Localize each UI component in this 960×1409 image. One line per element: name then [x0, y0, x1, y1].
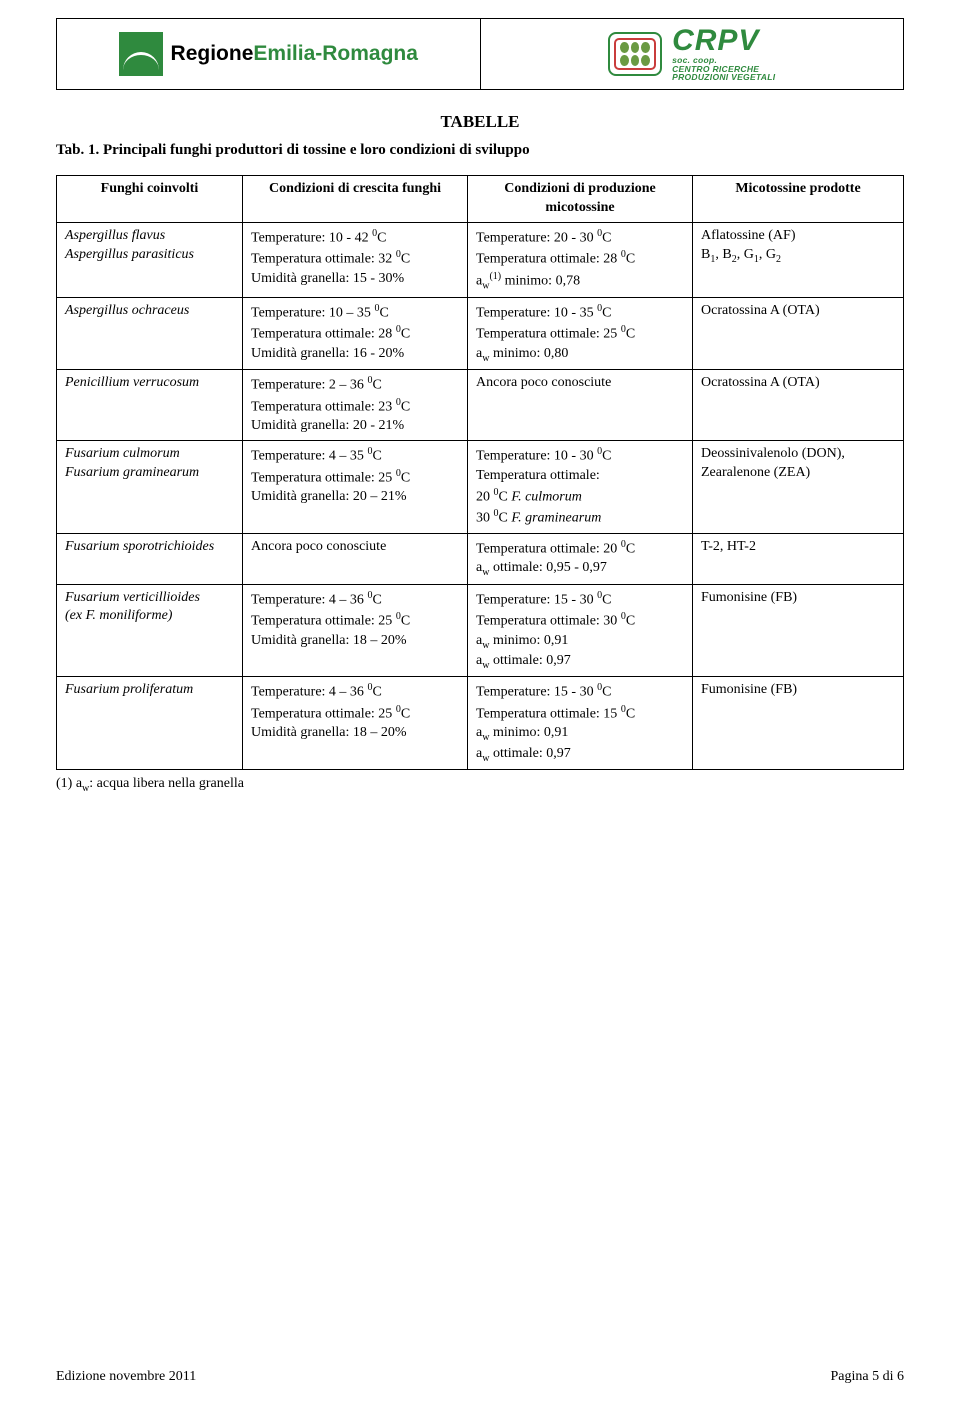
cell-species: Aspergillus ochraceus: [57, 297, 243, 369]
rer-square-icon: [119, 32, 163, 76]
cell-production-conditions: Temperature: 20 - 30 0CTemperatura ottim…: [468, 222, 693, 297]
col-header-species: Funghi coinvolti: [57, 176, 243, 223]
logo-crpv: CRPV soc. coop. CENTRO RICERCHE PRODUZIO…: [481, 19, 904, 89]
table-row: Aspergillus flavusAspergillus parasiticu…: [57, 222, 904, 297]
cell-mycotoxins: T-2, HT-2: [693, 533, 904, 584]
cell-growth-conditions: Ancora poco conosciute: [243, 533, 468, 584]
crpv-sub3: PRODUZIONI VEGETALI: [672, 73, 775, 82]
cell-species: Aspergillus flavusAspergillus parasiticu…: [57, 222, 243, 297]
cell-production-conditions: Temperature: 10 - 35 0CTemperatura ottim…: [468, 297, 693, 369]
cell-mycotoxins: Ocratossina A (OTA): [693, 297, 904, 369]
rer-word-er: Emilia-Romagna: [253, 42, 418, 65]
cell-growth-conditions: Temperature: 4 – 35 0CTemperatura ottima…: [243, 441, 468, 534]
cell-mycotoxins: Deossinivalenolo (DON), Zearalenone (ZEA…: [693, 441, 904, 534]
crpv-logo-text: CRPV soc. coop. CENTRO RICERCHE PRODUZIO…: [672, 26, 775, 82]
cell-species: Penicillium verrucosum: [57, 370, 243, 441]
table-body: Aspergillus flavusAspergillus parasiticu…: [57, 222, 904, 769]
cell-growth-conditions: Temperature: 10 – 35 0CTemperatura ottim…: [243, 297, 468, 369]
cell-mycotoxins: Fumonisine (FB): [693, 677, 904, 770]
table-row: Penicillium verrucosumTemperature: 2 – 3…: [57, 370, 904, 441]
cell-production-conditions: Temperatura ottimale: 20 0Caw ottimale: …: [468, 533, 693, 584]
crpv-badge-icon: [608, 32, 662, 76]
cell-growth-conditions: Temperature: 4 – 36 0CTemperatura ottima…: [243, 677, 468, 770]
cell-species: Fusarium culmorumFusarium graminearum: [57, 441, 243, 534]
wave-icon: [123, 52, 159, 70]
table-row: Fusarium culmorumFusarium graminearumTem…: [57, 441, 904, 534]
page: RegioneEmilia-Romagna CRPV soc. coop. CE…: [0, 0, 960, 1409]
cell-species: Fusarium proliferatum: [57, 677, 243, 770]
footer-page-number: Pagina 5 di 6: [831, 1369, 905, 1385]
fungi-table: Funghi coinvolti Condizioni di crescita …: [56, 175, 904, 770]
crpv-fruit-icon: [620, 42, 650, 66]
crpv-logo-icon: CRPV soc. coop. CENTRO RICERCHE PRODUZIO…: [608, 26, 775, 82]
footer-edition: Edizione novembre 2011: [56, 1369, 196, 1385]
cell-species: Fusarium verticillioides(ex F. monilifor…: [57, 584, 243, 677]
table-row: Aspergillus ochraceusTemperature: 10 – 3…: [57, 297, 904, 369]
cell-production-conditions: Ancora poco conosciute: [468, 370, 693, 441]
logo-regione-emilia-romagna: RegioneEmilia-Romagna: [57, 19, 481, 89]
cell-growth-conditions: Temperature: 10 - 42 0CTemperatura ottim…: [243, 222, 468, 297]
table-footnote: (1) aw: acqua libera nella granella: [56, 776, 904, 794]
crpv-acronym: CRPV: [672, 26, 775, 56]
cell-mycotoxins: Fumonisine (FB): [693, 584, 904, 677]
cell-production-conditions: Temperature: 10 - 30 0CTemperatura ottim…: [468, 441, 693, 534]
col-header-toxins: Micotossine prodotte: [693, 176, 904, 223]
letterhead: RegioneEmilia-Romagna CRPV soc. coop. CE…: [56, 18, 904, 90]
table-row: Fusarium proliferatumTemperature: 4 – 36…: [57, 677, 904, 770]
table-row: Fusarium verticillioides(ex F. monilifor…: [57, 584, 904, 677]
table-header-row: Funghi coinvolti Condizioni di crescita …: [57, 176, 904, 223]
table-header: Funghi coinvolti Condizioni di crescita …: [57, 176, 904, 223]
rer-logo-icon: RegioneEmilia-Romagna: [119, 32, 418, 76]
col-header-growth: Condizioni di crescita funghi: [243, 176, 468, 223]
table-row: Fusarium sporotrichioidesAncora poco con…: [57, 533, 904, 584]
table-caption: Tab. 1. Principali funghi produttori di …: [56, 142, 904, 159]
cell-growth-conditions: Temperature: 4 – 36 0CTemperatura ottima…: [243, 584, 468, 677]
rer-logo-text: RegioneEmilia-Romagna: [171, 42, 418, 66]
document-title: TABELLE: [56, 112, 904, 132]
cell-growth-conditions: Temperature: 2 – 36 0CTemperatura ottima…: [243, 370, 468, 441]
cell-production-conditions: Temperature: 15 - 30 0CTemperatura ottim…: [468, 677, 693, 770]
rer-word-regione: Regione: [171, 42, 254, 65]
cell-species: Fusarium sporotrichioides: [57, 533, 243, 584]
col-header-production: Condizioni di produzione micotossine: [468, 176, 693, 223]
cell-mycotoxins: Ocratossina A (OTA): [693, 370, 904, 441]
cell-mycotoxins: Aflatossine (AF)B1, B2, G1, G2: [693, 222, 904, 297]
cell-production-conditions: Temperature: 15 - 30 0CTemperatura ottim…: [468, 584, 693, 677]
page-footer: Edizione novembre 2011 Pagina 5 di 6: [56, 1329, 904, 1385]
